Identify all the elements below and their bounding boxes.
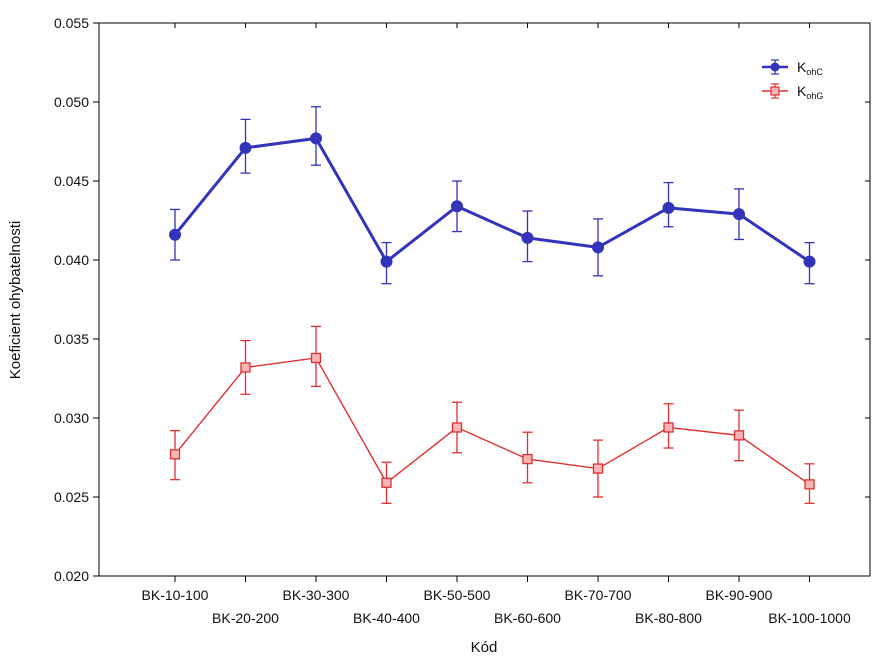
series-layer bbox=[169, 106, 816, 504]
legend-marker bbox=[770, 86, 780, 96]
x-tick-label: BK-80-800 bbox=[635, 610, 702, 626]
legend-item: KohC bbox=[762, 59, 823, 77]
series-1 bbox=[169, 106, 816, 285]
x-tick-label: BK-60-600 bbox=[494, 610, 561, 626]
x-tick-label: BK-30-300 bbox=[283, 587, 350, 603]
legend-marker bbox=[770, 62, 780, 72]
x-axis: BK-10-100BK-20-200BK-30-300BK-40-400BK-5… bbox=[142, 23, 851, 626]
legend-label: KohG bbox=[797, 83, 823, 101]
data-point bbox=[240, 362, 251, 373]
legend-label-main: K bbox=[797, 83, 807, 99]
x-tick-label: BK-20-200 bbox=[212, 610, 279, 626]
x-tick-label: BK-70-700 bbox=[565, 587, 632, 603]
y-tick-label: 0.040 bbox=[54, 252, 89, 268]
data-point bbox=[310, 352, 322, 364]
data-point bbox=[663, 422, 674, 433]
data-point bbox=[239, 141, 252, 154]
x-tick-label: BK-100-1000 bbox=[768, 610, 851, 626]
data-point bbox=[169, 228, 181, 241]
y-tick-label: 0.045 bbox=[54, 173, 89, 189]
data-point bbox=[169, 449, 181, 460]
x-tick-label: BK-10-100 bbox=[142, 587, 209, 603]
data-point bbox=[451, 200, 463, 213]
data-point bbox=[451, 422, 463, 433]
data-point bbox=[662, 201, 675, 214]
legend-label-sub: ohG bbox=[806, 91, 823, 101]
data-point bbox=[522, 453, 533, 465]
data-point bbox=[592, 241, 604, 254]
x-tick-label: BK-90-900 bbox=[706, 587, 773, 603]
plot-frame bbox=[98, 22, 871, 577]
legend-label: KohC bbox=[797, 59, 823, 77]
data-point bbox=[804, 479, 815, 490]
y-tick-label: 0.035 bbox=[54, 331, 89, 347]
data-point bbox=[381, 477, 392, 488]
data-point bbox=[803, 255, 816, 268]
data-point bbox=[380, 255, 393, 268]
y-tick-label: 0.055 bbox=[54, 15, 89, 31]
series-line bbox=[173, 136, 811, 264]
series-line bbox=[174, 357, 810, 485]
y-tick-label: 0.030 bbox=[54, 410, 89, 426]
data-point bbox=[310, 132, 322, 145]
legend-item: KohG bbox=[762, 83, 823, 101]
data-point bbox=[592, 463, 604, 474]
legend-label-main: K bbox=[797, 59, 807, 75]
data-point bbox=[733, 430, 745, 441]
legend-label-sub: ohC bbox=[806, 67, 823, 77]
y-tick-label: 0.050 bbox=[54, 94, 89, 110]
y-axis: 0.020 0.025 0.030 0.035 0.040 0.045 0.050 0.055 bbox=[54, 15, 870, 584]
data-point bbox=[521, 231, 534, 244]
series-2 bbox=[169, 325, 815, 504]
x-tick-label: BK-40-400 bbox=[353, 610, 420, 626]
data-point bbox=[733, 208, 745, 221]
x-tick-label: BK-50-500 bbox=[424, 587, 491, 603]
y-axis-title: Koeficient ohybatelnosti bbox=[7, 221, 24, 379]
x-axis-title: Kód bbox=[471, 639, 498, 656]
y-tick-label: 0.025 bbox=[54, 489, 89, 505]
y-tick-label: 0.020 bbox=[54, 568, 89, 584]
